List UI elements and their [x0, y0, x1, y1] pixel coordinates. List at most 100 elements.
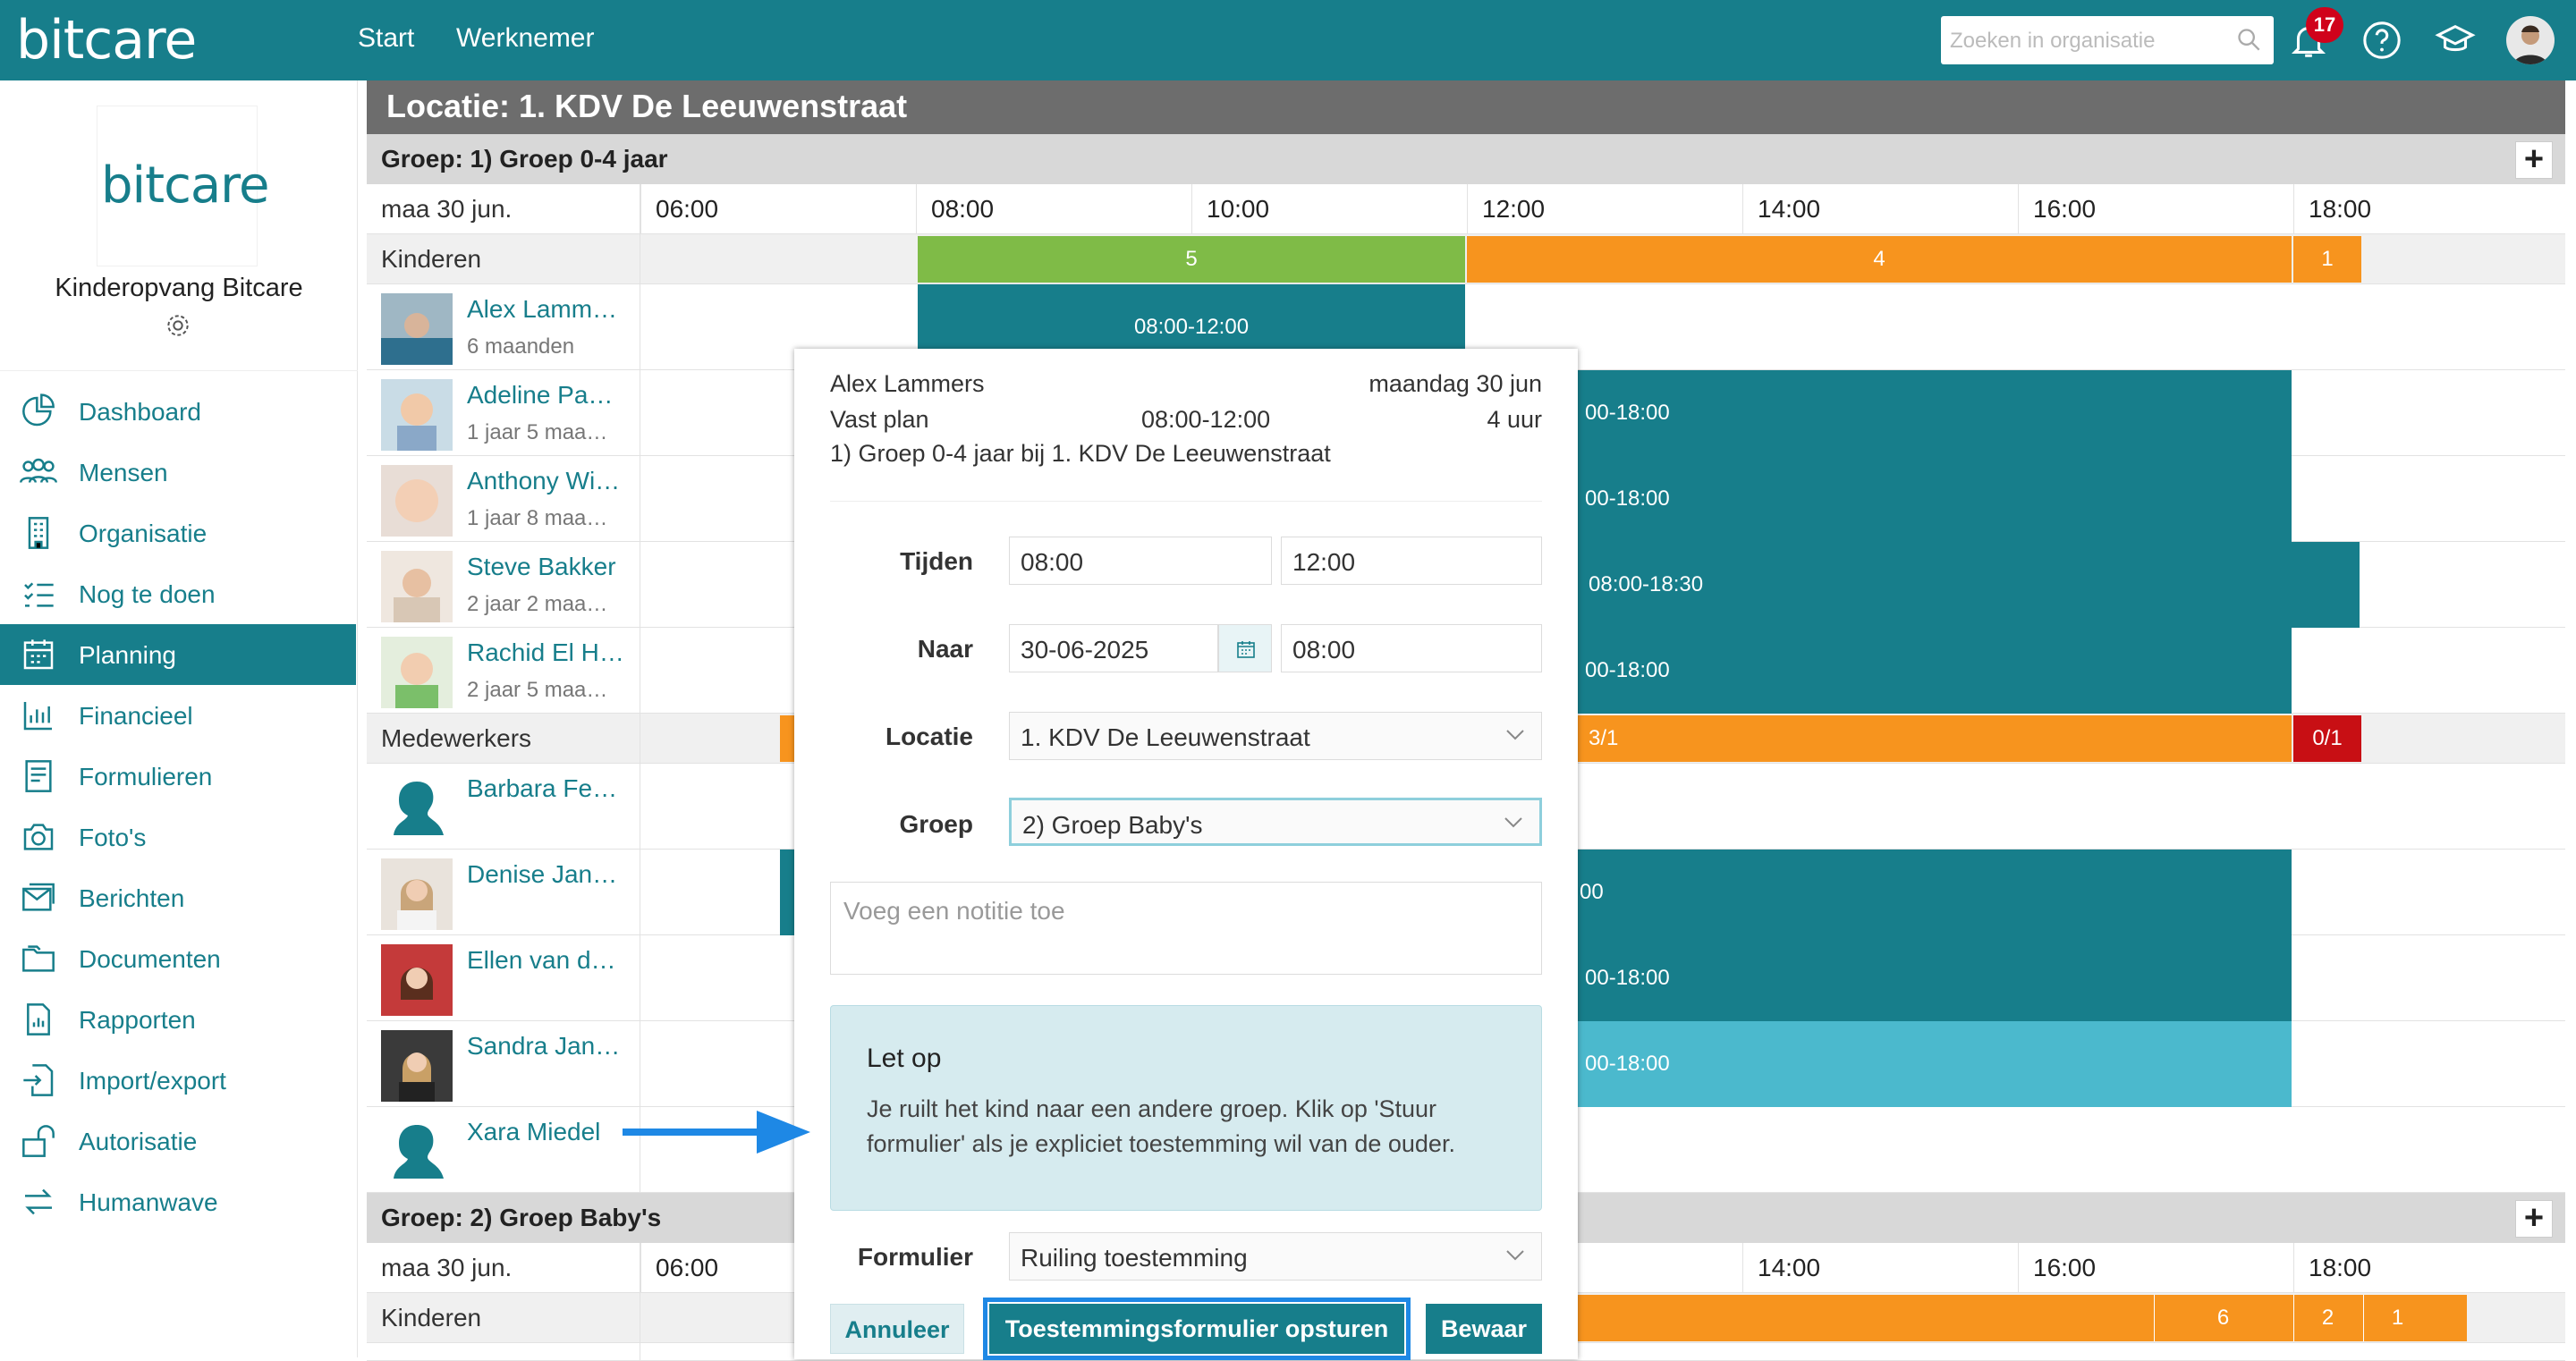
- children-label: Kinderen: [381, 245, 482, 273]
- child-age: 1 jaar 8 maa…: [467, 506, 608, 530]
- sidebar-item-rapporten[interactable]: Rapporten: [0, 989, 356, 1050]
- shift-bar[interactable]: 00-18:00: [1576, 456, 2292, 542]
- child-name[interactable]: Steve Bakker: [467, 553, 616, 580]
- sidebar-item-dashboard[interactable]: Dashboard: [0, 381, 356, 442]
- sidebar-item-nog-te-doen[interactable]: Nog te doen: [0, 563, 356, 624]
- sidebar-item-planning[interactable]: Planning: [0, 624, 356, 685]
- child-photo: [381, 551, 453, 622]
- shift-bar[interactable]: 00: [1576, 850, 2292, 935]
- sidebar-item-autorisatie[interactable]: Autorisatie: [0, 1111, 356, 1171]
- time-label: 06:00: [640, 1243, 916, 1293]
- child-photo: [381, 465, 453, 537]
- time-header-row: maa 30 jun. 06:00 08:00 10:00 12:00 14:0…: [367, 184, 2565, 234]
- groep-select[interactable]: 2) Groep Baby's: [1009, 798, 1542, 846]
- naar-time-input[interactable]: 08:00: [1281, 624, 1542, 672]
- table-row[interactable]: Adeline Pa… 1 jaar 5 maa… 00-18:00: [367, 370, 2565, 456]
- staff-name[interactable]: Sandra Jan…: [467, 1032, 621, 1060]
- popup-date: maandag 30 jun: [1368, 370, 1542, 397]
- planning-main: Locatie: 1. KDV De Leeuwenstraat Groep: …: [367, 80, 2565, 1361]
- sidebar-item-mensen[interactable]: Mensen: [0, 442, 356, 503]
- time-label: 16:00: [2018, 1243, 2293, 1293]
- user-avatar[interactable]: [2506, 16, 2555, 64]
- sidebar-item-berichten[interactable]: Berichten: [0, 867, 356, 928]
- graduation-cap-icon[interactable]: [2435, 20, 2476, 61]
- tijden-label: Tijden: [900, 547, 973, 575]
- alert-box: Let op Je ruilt het kind naar een andere…: [830, 1005, 1542, 1211]
- save-button[interactable]: Bewaar: [1426, 1304, 1542, 1354]
- time-label: 18:00: [2293, 1243, 2565, 1293]
- app-logo[interactable]: bitcare: [16, 9, 197, 72]
- checklist-icon: [24, 582, 54, 607]
- groep-label: Groep: [899, 810, 973, 838]
- table-row[interactable]: Steve Bakker 2 jaar 2 maa… 08:00-18:30: [367, 542, 2565, 628]
- pie-chart-icon: [22, 393, 55, 427]
- sidebar-item-documenten[interactable]: Documenten: [0, 928, 356, 989]
- table-row[interactable]: Anthony Wi… 1 jaar 8 maa… 00-18:00: [367, 456, 2565, 542]
- staff-photo: [381, 944, 453, 1016]
- tijden-to-input[interactable]: 12:00: [1281, 537, 1542, 585]
- children-label: Kinderen: [381, 1304, 482, 1331]
- transfer-icon: [25, 1188, 52, 1215]
- note-textarea[interactable]: Voeg een notitie toe: [830, 882, 1542, 975]
- shift-bar-edge: [780, 850, 798, 935]
- staff-name[interactable]: Xara Miedel: [467, 1118, 601, 1145]
- date-label: maa 30 jun.: [381, 195, 513, 223]
- nav-start[interactable]: Start: [358, 23, 415, 53]
- organization-name: Kinderopvang Bitcare: [55, 274, 303, 302]
- child-name[interactable]: Alex Lamm…: [467, 295, 618, 323]
- staff-placeholder-avatar: [381, 1116, 453, 1188]
- child-name[interactable]: Adeline Pa…: [467, 381, 614, 409]
- top-bar: bitcare Start Werknemer Zoeken in organi…: [0, 0, 2576, 80]
- chevron-down-icon: [1506, 1250, 1524, 1261]
- search-placeholder: Zoeken in organisatie: [1950, 29, 2156, 53]
- shift-bar[interactable]: 00-18:00: [1576, 370, 2292, 456]
- table-row[interactable]: Ellen van d… 00-18:00: [367, 935, 2565, 1021]
- formulier-label: Formulier: [857, 1243, 973, 1271]
- groep-value: 2) Groep Baby's: [1022, 811, 1203, 839]
- notification-badge: 17: [2306, 7, 2343, 43]
- sidebar-item-financieel[interactable]: Financieel: [0, 685, 356, 746]
- date-picker-button[interactable]: [1218, 624, 1272, 672]
- locatie-select[interactable]: 1. KDV De Leeuwenstraat: [1009, 712, 1542, 760]
- calendar-icon: [1237, 641, 1255, 658]
- popup-divider: [830, 501, 1542, 502]
- count-bar: 1: [2363, 1295, 2431, 1341]
- sidebar-item-import-export[interactable]: Import/export: [0, 1050, 356, 1111]
- popup-plan: Vast plan: [830, 406, 929, 433]
- child-name[interactable]: Rachid El H…: [467, 638, 624, 666]
- sidebar-item-organisatie[interactable]: Organisatie: [0, 503, 356, 563]
- sidebar-item-humanwave[interactable]: Humanwave: [0, 1171, 356, 1232]
- formulier-select[interactable]: Ruiling toestemming: [1009, 1232, 1542, 1281]
- gear-icon[interactable]: [164, 311, 192, 340]
- nav-werknemer[interactable]: Werknemer: [456, 23, 595, 53]
- staff-placeholder-avatar: [381, 773, 453, 844]
- form-icon: [25, 760, 52, 792]
- time-label: 14:00: [1742, 184, 2018, 234]
- child-name[interactable]: Anthony Wi…: [467, 467, 621, 495]
- send-consent-form-button[interactable]: Toestemmingsformulier opsturen: [983, 1298, 1411, 1360]
- tijden-from-input[interactable]: 08:00: [1009, 537, 1272, 585]
- popup-child-name: Alex Lammers: [830, 370, 985, 397]
- shift-bar[interactable]: 08:00-18:30: [1576, 542, 2360, 628]
- shift-bar[interactable]: 00-18:00: [1576, 628, 2292, 714]
- shift-bar[interactable]: 00-18:00: [1576, 935, 2292, 1021]
- shift-bar[interactable]: 00-18:00: [1576, 1021, 2292, 1107]
- staff-name[interactable]: Ellen van d…: [467, 946, 616, 974]
- count-bar: 6: [2154, 1295, 2292, 1341]
- sidebar-item-formulieren[interactable]: Formulieren: [0, 746, 356, 807]
- add-button[interactable]: +: [2515, 141, 2553, 179]
- cancel-button[interactable]: Annuleer: [830, 1304, 964, 1354]
- help-icon[interactable]: [2361, 20, 2402, 61]
- naar-date-input[interactable]: 30-06-2025: [1009, 624, 1218, 672]
- sidebar-item-fotos[interactable]: Foto's: [0, 807, 356, 867]
- staff-name[interactable]: Barbara Fe…: [467, 774, 618, 802]
- search-icon: [2238, 29, 2260, 51]
- popup-hours: 4 uur: [1487, 406, 1542, 433]
- time-label: 08:00: [916, 184, 1191, 234]
- add-button[interactable]: +: [2515, 1200, 2553, 1238]
- mail-icon: [22, 883, 55, 911]
- search-input[interactable]: Zoeken in organisatie: [1941, 16, 2274, 64]
- staff-name[interactable]: Denise Jan…: [467, 860, 618, 888]
- popup-time-range: 08:00-12:00: [1141, 406, 1271, 433]
- time-label: 18:00: [2293, 184, 2565, 234]
